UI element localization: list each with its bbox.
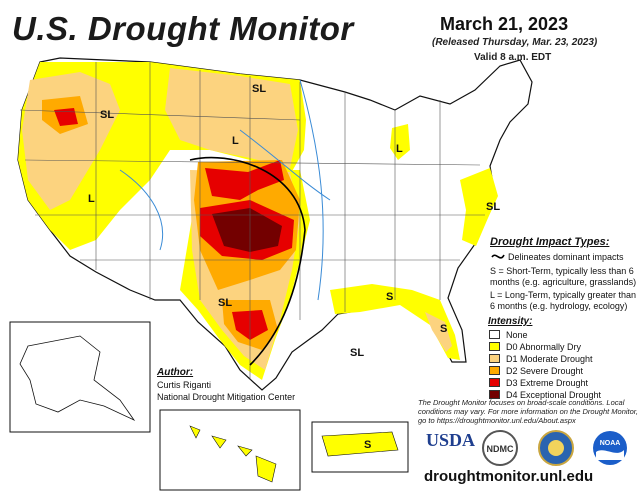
alaska-inset-frame [9, 321, 151, 433]
d4-kansas-ok [212, 208, 282, 252]
page-title: U.S. Drought Monitor [12, 10, 354, 47]
intensity-legend-row: D0 Abnormally Dry [489, 341, 581, 352]
hawaii-inset-frame [159, 409, 301, 491]
impact-legend-delineates: Delineates dominant impacts [508, 252, 624, 262]
puerto-rico-inset-frame [311, 421, 409, 473]
intensity-legend-title: Intensity: [488, 316, 533, 327]
puerto-rico-shape [321, 431, 399, 457]
ndmc-logo: NDMC [482, 430, 518, 466]
author-name: Curtis Riganti [157, 380, 212, 390]
intensity-legend-row: D1 Moderate Drought [489, 353, 593, 364]
intensity-legend-row: D3 Extreme Drought [489, 377, 588, 388]
state-lines [19, 62, 485, 380]
intensity-label: None [506, 329, 528, 340]
impact-label: SL [350, 347, 364, 359]
hawaii-islands [189, 425, 277, 483]
impact-legend-title: Drought Impact Types: [490, 236, 610, 248]
intensity-legend-row: D2 Severe Drought [489, 365, 583, 376]
impact-label: SL [218, 297, 232, 309]
intensity-label: D1 Moderate Drought [506, 353, 593, 364]
impact-label: SL [100, 109, 114, 121]
intensity-label: D2 Severe Drought [506, 365, 584, 376]
d0-midatlantic [460, 168, 498, 246]
alaska-shape [19, 335, 136, 421]
delineation-line-icon [491, 254, 505, 259]
impact-label: S [364, 439, 371, 451]
usda-logo: USDA [426, 430, 476, 450]
intensity-swatch [489, 378, 500, 387]
intensity-swatch [489, 354, 500, 363]
impact-delineation [189, 156, 306, 366]
valid-time: Valid 8 a.m. EDT [474, 52, 552, 63]
impact-label: S [386, 291, 393, 303]
intensity-swatch [489, 390, 500, 399]
impact-label: SL [252, 83, 266, 95]
intensity-swatch [489, 366, 500, 375]
impact-label: SL [486, 201, 500, 213]
author-title: Author: [157, 367, 194, 378]
site-url[interactable]: droughtmonitor.unl.edu [424, 468, 594, 485]
intensity-label: D0 Abnormally Dry [506, 341, 582, 352]
svg-text:NOAA: NOAA [600, 440, 621, 447]
impact-label: L [232, 135, 239, 147]
rivers [119, 79, 331, 301]
author-org: National Drought Mitigation Center [157, 392, 296, 402]
release-date: (Released Thursday, Mar. 23, 2023) [432, 37, 598, 48]
svg-text:NDMC: NDMC [487, 444, 514, 454]
impact-legend-long-term: L = Long-Term, typically greater than 6 … [490, 290, 636, 311]
map-date: March 21, 2023 [440, 14, 569, 34]
d1-florida [425, 312, 452, 352]
intensity-label: D4 Exceptional Drought [506, 389, 602, 400]
intensity-legend-row: None [489, 329, 528, 340]
intensity-swatch [489, 342, 500, 351]
impact-label: L [88, 193, 95, 205]
intensity-legend-row: D4 Exceptional Drought [489, 389, 601, 400]
impact-label: L [396, 143, 403, 155]
disclaimer: The Drought Monitor focuses on broad-sca… [418, 398, 638, 425]
impact-legend-short-term: S = Short-Term, typically less than 6 mo… [490, 266, 637, 287]
d0-southeast [330, 284, 460, 360]
d3-oregon [54, 108, 78, 126]
impact-label: S [440, 323, 447, 335]
doc-seal-icon [538, 430, 574, 466]
intensity-label: D3 Extreme Drought [506, 377, 589, 388]
d1-northplains [165, 68, 298, 168]
intensity-swatch [489, 330, 500, 339]
noaa-logo: NOAA [593, 431, 627, 465]
